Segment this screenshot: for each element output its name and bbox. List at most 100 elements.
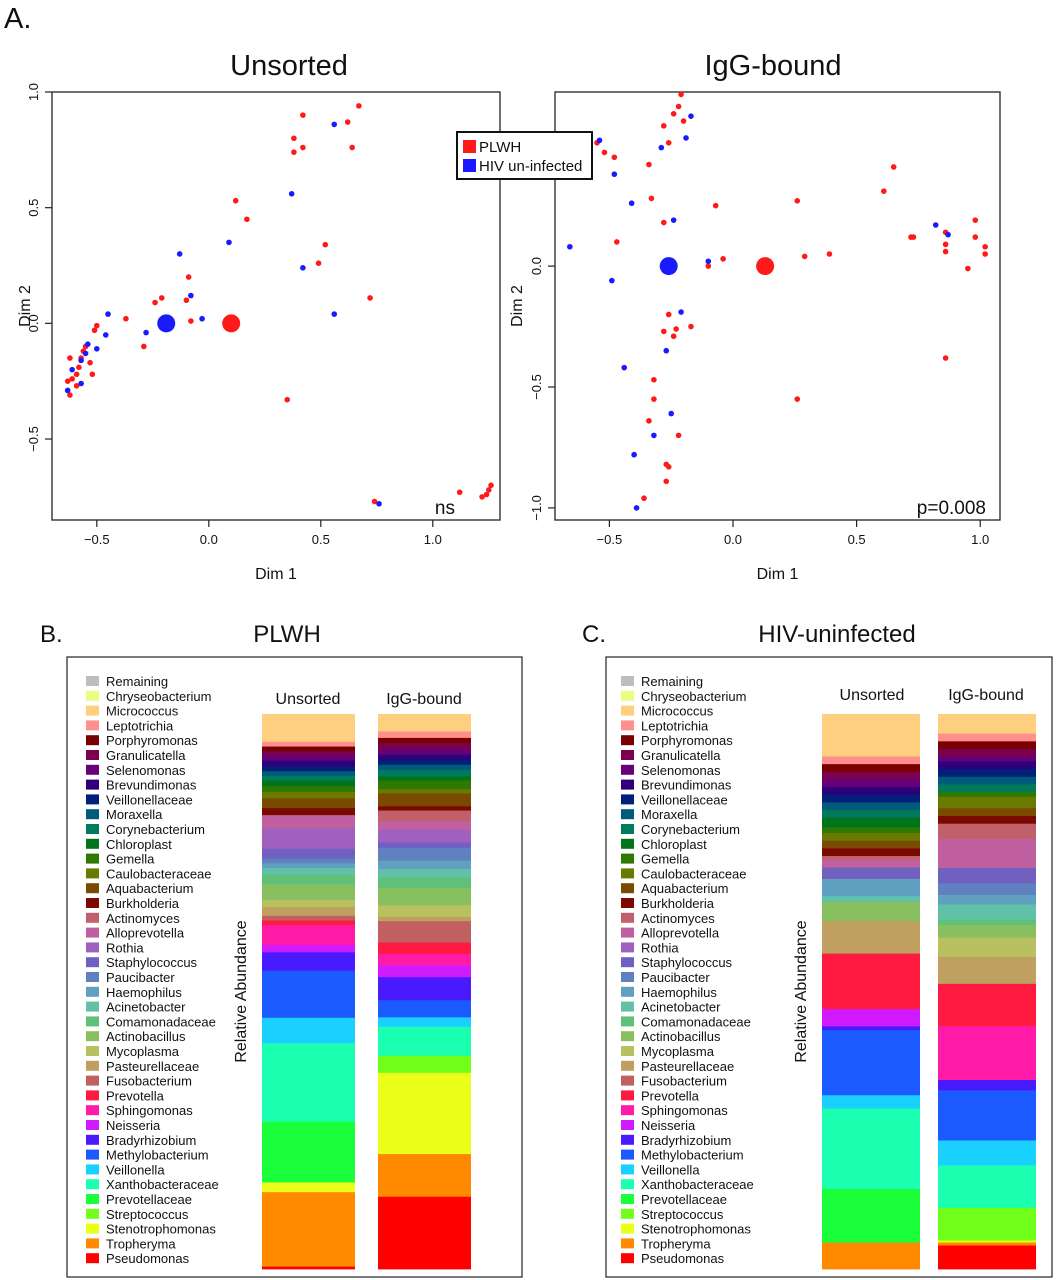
panel-label-c: C. <box>582 621 606 648</box>
taxon-swatch <box>621 690 634 701</box>
legend-box <box>456 131 593 180</box>
x-tick-label: 0.5 <box>848 532 866 547</box>
y-tick-label: 0.0 <box>529 257 544 275</box>
taxon-swatch <box>621 794 634 805</box>
bar-segment <box>262 848 355 859</box>
bar-segment <box>262 755 355 761</box>
taxon-label: Moraxella <box>106 807 163 822</box>
bar-segment <box>822 1029 920 1096</box>
bar-category-label: Unsorted <box>276 691 341 708</box>
bar-segment <box>262 899 355 908</box>
bar-segment <box>262 797 355 809</box>
taxon-swatch <box>621 1194 634 1204</box>
x-tick-label: −0.5 <box>84 532 110 547</box>
taxon-label: Actinomyces <box>641 911 715 926</box>
taxon-swatch <box>621 1179 634 1190</box>
hiv-uninfected-point <box>188 292 194 299</box>
hiv-uninfected-point <box>663 347 670 354</box>
chart-title: IgG-bound <box>704 50 841 82</box>
x-tick-label: 0.0 <box>724 532 742 547</box>
taxon-label: Methylobacterium <box>641 1148 744 1163</box>
bar-segment <box>262 944 355 953</box>
taxon-swatch <box>86 972 99 982</box>
bar-segment <box>822 847 920 857</box>
hiv-uninfected-point <box>688 113 694 119</box>
taxon-label: Pseudomonas <box>106 1251 190 1266</box>
taxon-label: Porphyromonas <box>106 733 198 748</box>
plwh-point <box>942 248 949 255</box>
plwh-point <box>670 333 677 340</box>
bar-category-label: IgG-bound <box>948 687 1024 704</box>
taxon-swatch <box>621 1120 634 1130</box>
bar-segment <box>262 1266 355 1270</box>
plwh-point <box>371 498 378 505</box>
scatter-igg-bound: IgG-bound −0.5 0.0 0.5 1.0 −1.0 −0.5 0.0 Dim 1 Di… <box>509 50 1001 583</box>
taxon-swatch <box>621 809 634 820</box>
taxon-label: Staphylococcus <box>106 955 198 970</box>
taxon-swatch <box>86 794 99 805</box>
plwh-point <box>601 149 608 156</box>
bar-segment <box>262 1191 355 1267</box>
bar-segment <box>378 953 471 966</box>
bar-segment <box>938 768 1036 777</box>
taxon-label: Mycoplasma <box>106 1044 180 1059</box>
plwh-centroid <box>756 257 775 276</box>
plwh-point <box>972 234 979 240</box>
plwh-point <box>663 478 670 485</box>
plwh-point <box>76 364 82 371</box>
taxon-label: Stenotrophomonas <box>106 1222 216 1237</box>
taxon-swatch <box>621 1016 634 1027</box>
taxon-label: Bradyrhizobium <box>641 1133 731 1148</box>
bar-segment <box>822 920 920 954</box>
plwh-point <box>152 299 158 306</box>
hiv-uninfected-point <box>611 171 618 178</box>
taxon-label: Remaining <box>641 674 703 689</box>
x-tick-label: 1.0 <box>971 532 989 547</box>
bar-segment <box>262 785 355 793</box>
taxon-swatch <box>621 912 634 923</box>
bar-segment <box>938 815 1036 824</box>
chart-title: HIV-uninfected <box>758 621 915 648</box>
plwh-point <box>646 418 652 424</box>
taxon-swatch <box>621 957 634 968</box>
bar-segment <box>822 895 920 902</box>
bar-segment <box>262 970 355 1018</box>
plwh-point <box>73 383 80 389</box>
plwh-point <box>300 112 306 118</box>
taxon-label: Acinetobacter <box>106 1000 186 1015</box>
legend-swatch-plwh <box>463 140 476 153</box>
taxon-label: Neisseria <box>106 1118 161 1133</box>
taxon-label: Prevotella <box>641 1088 700 1103</box>
bar-segment <box>378 920 471 943</box>
taxon-label: Fusobacterium <box>641 1074 727 1089</box>
bar-segment <box>262 814 355 829</box>
hiv-uninfected-point <box>678 309 684 315</box>
plwh-point <box>942 241 949 248</box>
hiv-uninfected-point <box>651 432 657 439</box>
y-tick-label: −1.0 <box>529 495 544 521</box>
taxon-label: Caulobacteraceae <box>641 866 747 881</box>
taxon-swatch <box>86 1060 99 1071</box>
plwh-point <box>89 371 96 378</box>
plwh-point <box>660 328 667 335</box>
plwh-point <box>300 144 306 151</box>
taxon-swatch <box>621 1046 634 1056</box>
bar-segment <box>938 760 1036 770</box>
bar-segment <box>938 740 1036 750</box>
taxon-swatch <box>86 1223 99 1234</box>
taxon-swatch <box>621 720 634 731</box>
bar-segment <box>938 823 1036 840</box>
plwh-point <box>651 376 657 383</box>
hiv-uninfected-point <box>705 258 712 265</box>
bar-segment <box>822 901 920 922</box>
taxon-swatch <box>86 1253 99 1264</box>
taxon-swatch <box>621 735 634 746</box>
plwh-point <box>651 396 657 402</box>
taxon-label: Burkholderia <box>641 896 715 911</box>
hiv-uninfected-point <box>78 380 84 387</box>
plwh-point <box>244 216 250 223</box>
hiv-uninfected-point <box>102 332 109 338</box>
bar-segment <box>822 953 920 1010</box>
plwh-point <box>794 396 801 402</box>
bar-segment <box>938 882 1036 895</box>
